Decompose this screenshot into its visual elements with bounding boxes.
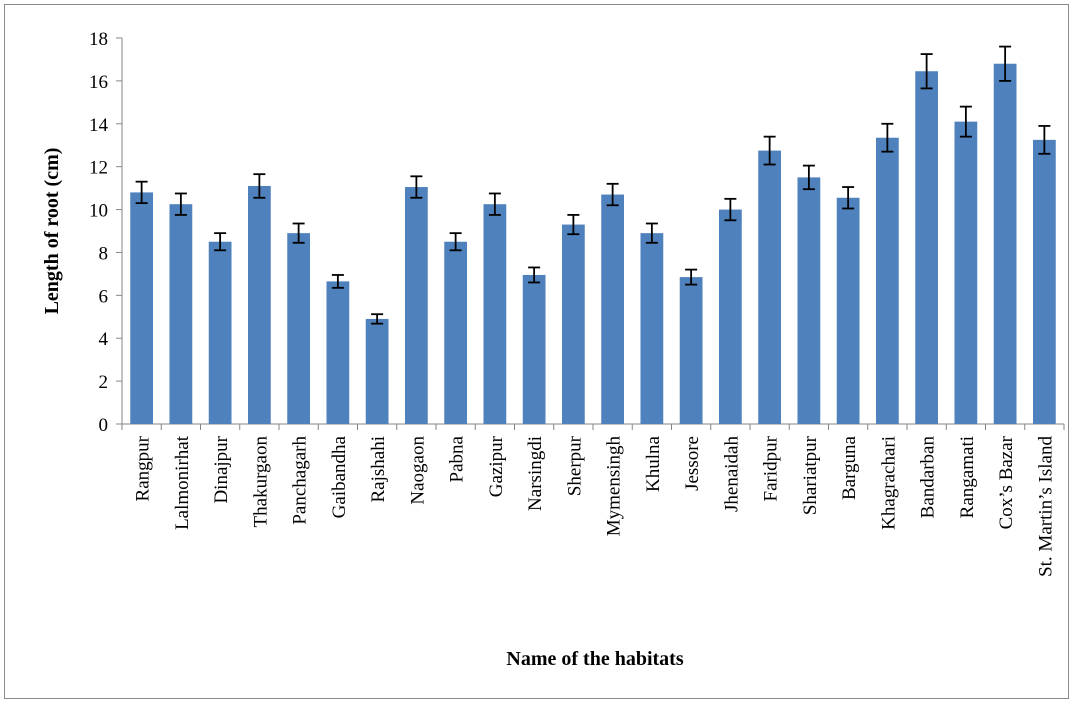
bar	[208, 241, 232, 424]
x-category-label: Panchagarh	[290, 436, 311, 525]
bar	[954, 121, 978, 424]
bar	[679, 277, 703, 424]
x-category-label: Rangpur	[133, 435, 154, 501]
bar	[483, 204, 507, 424]
bar	[601, 194, 625, 424]
error-bar	[135, 180, 148, 205]
x-category-label: Gaibandha	[329, 435, 350, 518]
x-category-label: Khagrachari	[878, 436, 899, 530]
bar	[758, 150, 782, 425]
y-tick-label: 12	[89, 158, 108, 179]
x-category-label: Khulna	[643, 435, 664, 492]
error-bars	[135, 45, 1051, 325]
x-category-label: Rajshahi	[368, 436, 389, 503]
bar	[915, 71, 939, 424]
error-bar	[724, 197, 737, 222]
x-axis-title: Name of the habitats	[506, 648, 683, 670]
error-bar	[214, 232, 227, 252]
x-category-label: Thakurgaon	[250, 436, 271, 528]
y-axis-title: Length of root (cm)	[41, 148, 63, 315]
bar	[797, 177, 821, 424]
x-category-label: Cox’s Bazar	[996, 435, 1017, 529]
bar	[1032, 139, 1056, 424]
error-bar	[1038, 125, 1051, 155]
x-category-label: Dinajpur	[211, 435, 232, 503]
bar	[130, 192, 154, 424]
error-bar	[685, 268, 698, 286]
y-tick-label: 14	[89, 115, 109, 136]
y-tick-label: 18	[89, 29, 108, 50]
error-bar	[331, 274, 344, 289]
y-tick-label: 4	[99, 329, 109, 350]
category-labels: Rangpur Lalmonirhat Dinajpur Thakurgaon Panc…	[133, 435, 1057, 577]
error-bar	[606, 182, 619, 207]
x-axis	[121, 423, 1065, 430]
error-bar	[763, 135, 776, 166]
error-bar	[253, 173, 266, 199]
bar	[522, 274, 546, 424]
error-bar	[292, 222, 305, 244]
bar	[993, 63, 1017, 424]
y-tick-label: 0	[99, 415, 109, 436]
x-category-label: Rangamati	[957, 436, 978, 518]
y-tick-label: 2	[99, 372, 109, 393]
error-bar	[959, 105, 972, 138]
bar	[836, 197, 860, 424]
error-bar	[410, 175, 423, 199]
bar	[287, 233, 311, 424]
x-category-label: Mymensingh	[604, 436, 625, 537]
error-bar	[528, 266, 541, 284]
bar	[875, 137, 899, 424]
y-tick-label: 8	[99, 243, 109, 264]
y-tick-label: 16	[89, 72, 108, 93]
x-category-label: Naogaon	[407, 436, 428, 505]
x-category-label: Jhenaidah	[721, 436, 742, 512]
x-category-label: Gazipur	[486, 435, 507, 497]
bars	[130, 63, 1056, 425]
y-tick-label: 10	[89, 201, 108, 222]
error-bar	[645, 222, 658, 244]
error-bar	[920, 53, 933, 90]
bar	[326, 281, 350, 424]
bar	[247, 185, 271, 424]
bar	[444, 241, 468, 424]
bar	[169, 204, 193, 424]
bar	[404, 187, 428, 424]
error-bar	[174, 192, 187, 216]
bar	[365, 318, 389, 424]
error-bar	[488, 192, 501, 216]
error-bar	[567, 214, 580, 236]
y-tick-label: 6	[99, 286, 109, 307]
bar	[640, 233, 664, 424]
x-category-label: Bandarban	[918, 436, 939, 519]
x-category-label: Narsingdi	[525, 436, 546, 511]
error-bar	[449, 232, 462, 252]
x-category-label: Faridpur	[761, 435, 782, 501]
x-category-label: Barguna	[839, 435, 860, 500]
x-category-label: St. Martin’s Island	[1035, 436, 1056, 577]
error-bar	[371, 313, 384, 325]
bar	[718, 209, 742, 424]
x-category-label: Lalmonirhat	[172, 435, 193, 530]
x-category-label: Jessore	[682, 436, 703, 491]
x-category-label: Sherpur	[564, 435, 585, 496]
x-category-label: Shariatpur	[800, 435, 821, 515]
error-bar	[999, 45, 1012, 82]
bar	[561, 224, 585, 424]
error-bar	[881, 122, 894, 153]
x-category-label: Pabna	[447, 435, 468, 482]
error-bar	[802, 164, 815, 191]
y-axis: 0 2 4 6 8 10 12 14 16 18	[89, 29, 123, 436]
error-bar	[842, 186, 855, 210]
